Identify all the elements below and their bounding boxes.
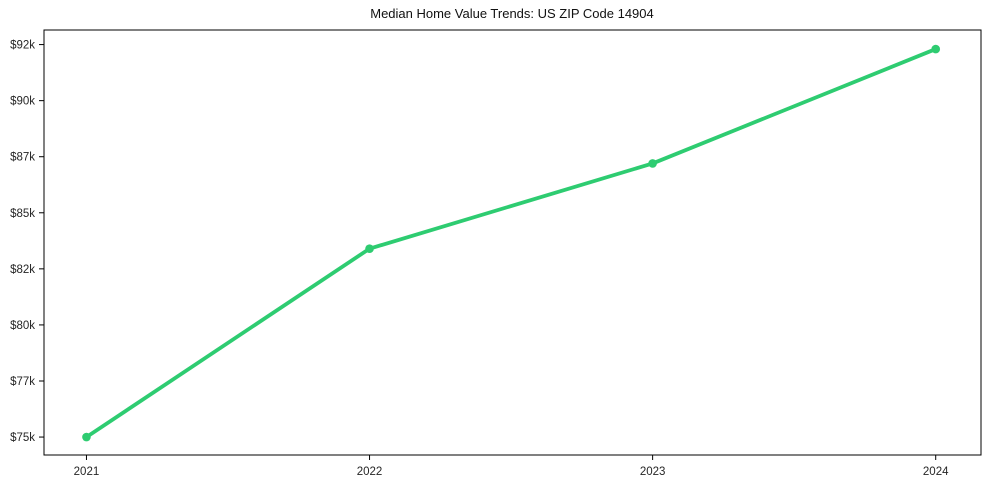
data-point-marker	[648, 159, 657, 168]
data-point-marker	[931, 44, 941, 54]
trend-line	[84, 47, 938, 439]
y-tick-label: $77k	[10, 376, 35, 388]
y-tick-label: $80k	[10, 320, 35, 332]
y-tick-label: $85k	[10, 208, 35, 220]
chart-title: Median Home Value Trends: US ZIP Code 14…	[370, 6, 654, 21]
plot-area: $75k $77k $80k $82k $85k $87k $90k $92k 2021 2022…	[10, 29, 982, 478]
x-tick-label: 2022	[357, 466, 383, 478]
y-tick-label: $92k	[10, 40, 35, 52]
x-tick-label: 2023	[640, 466, 666, 478]
data-point-marker	[82, 432, 91, 442]
x-tick-label: 2024	[923, 466, 949, 478]
y-tick-label: $82k	[10, 264, 35, 276]
data-point-marker	[365, 244, 374, 253]
y-tick-label: $90k	[10, 96, 35, 108]
y-tick-label: $75k	[10, 432, 35, 444]
x-tick-label: 2021	[74, 466, 100, 478]
axes-box	[43, 29, 982, 456]
y-tick-label: $87k	[10, 152, 35, 164]
